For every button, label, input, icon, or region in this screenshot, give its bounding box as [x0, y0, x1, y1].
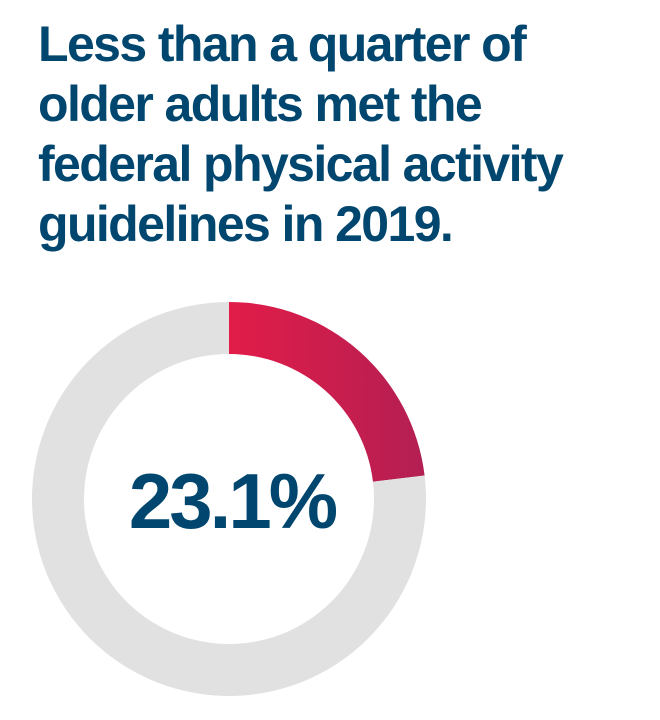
- headline: Less than a quarter of older adults met …: [38, 14, 648, 254]
- headline-line: older adults met the: [38, 76, 483, 132]
- donut-chart: [31, 302, 426, 696]
- headline-line: guidelines in 2019.: [38, 196, 454, 252]
- center-value-label: 23.1%: [128, 457, 338, 545]
- headline-line: Less than a quarter of: [38, 16, 527, 72]
- donut-slice-met: [229, 302, 425, 482]
- headline-line: federal physical activity: [38, 136, 564, 192]
